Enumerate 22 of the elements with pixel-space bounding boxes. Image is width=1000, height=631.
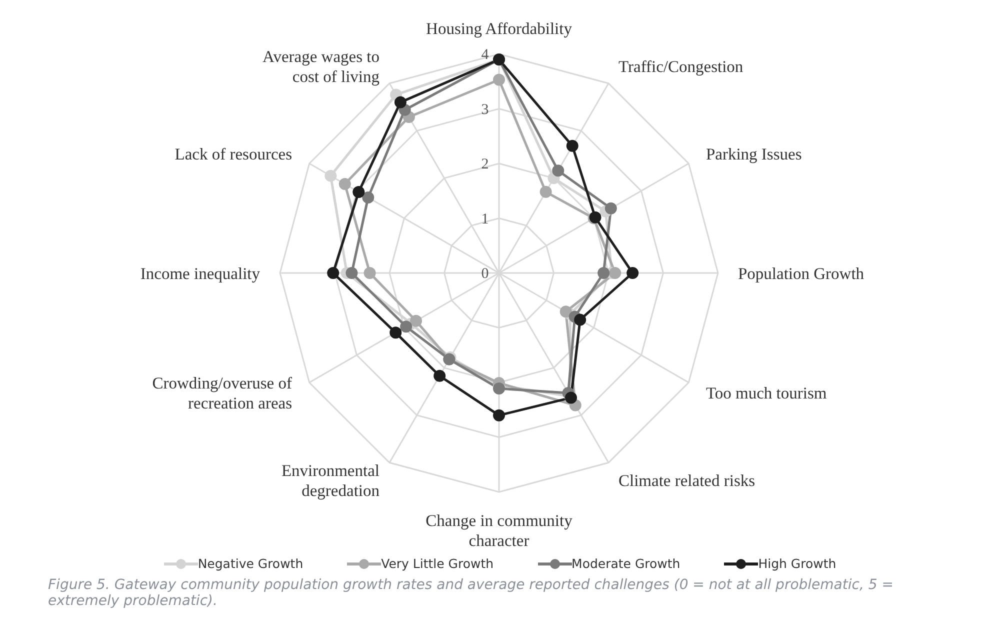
spoke-label: Traffic/Congestion	[618, 57, 744, 76]
spoke-label: Lack of resources	[174, 144, 292, 164]
spoke-label: Parking Issues	[706, 144, 802, 164]
legend-label: Very Little Growth	[381, 556, 494, 571]
spoke-label: Climate related risks	[618, 470, 756, 490]
spoke-label: Income inequality	[140, 264, 261, 283]
spoke-label: Crowding/overuse of recreation areas	[152, 374, 293, 412]
legend-label: Negative Growth	[198, 556, 304, 571]
spoke-label: Too much tourism	[706, 384, 827, 402]
legend-label: Moderate Growth	[572, 556, 680, 571]
spoke-label: Population Growth	[738, 264, 865, 283]
spoke-label: Average wages to cost of living	[262, 47, 380, 86]
y-tick-label: 0	[481, 266, 489, 282]
y-tick-label: 1	[481, 211, 489, 228]
caption: Figure 5. Gateway community population growth rates and average reported challenges (0 = not at all problematic, 5 = extremely problematic).	[48, 577, 894, 609]
spoke-label: Housing Affordability	[426, 19, 573, 38]
legend-label: High Growth	[758, 556, 836, 571]
spoke-label: Environmental degredation	[281, 460, 380, 500]
y-tick-label: 2	[481, 156, 489, 172]
spoke-label: Change in community character	[426, 511, 574, 550]
y-tick-label: 4	[481, 47, 490, 63]
y-tick-label: 3	[481, 102, 489, 118]
